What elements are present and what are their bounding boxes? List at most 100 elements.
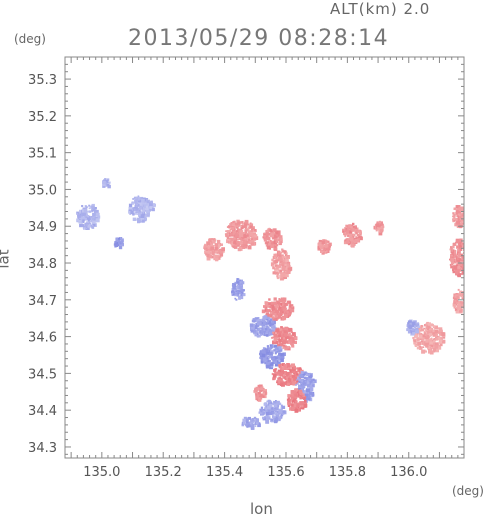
echo-cell: [350, 228, 353, 231]
echo-cell: [79, 209, 82, 213]
echo-cell: [241, 244, 244, 247]
echo-cell: [323, 250, 328, 254]
echo-cell: [272, 340, 276, 345]
echo-cell: [280, 269, 283, 273]
echo-cell: [462, 242, 464, 245]
echo-cell: [248, 416, 251, 420]
echo-cell: [276, 357, 280, 360]
echo-cell: [252, 232, 256, 236]
echo-cell: [276, 338, 280, 341]
echo-cell: [142, 211, 145, 214]
echo-cell: [81, 205, 84, 208]
echo-cell: [426, 334, 430, 339]
echo-cell: [234, 293, 238, 297]
echo-cell: [280, 343, 284, 347]
echo-cell: [462, 271, 464, 274]
echo-cell: [452, 264, 455, 267]
echo-cell: [264, 322, 268, 326]
echo-cell: [296, 378, 300, 382]
echo-cell: [270, 230, 273, 233]
echo-cell: [276, 380, 278, 382]
echo-cell: [358, 235, 362, 240]
echo-cell: [279, 271, 282, 274]
echo-cell: [430, 344, 434, 348]
echo-cell: [270, 418, 273, 421]
echo-cell: [435, 334, 438, 337]
echo-cell: [271, 372, 274, 376]
echo-cell: [270, 325, 275, 329]
echo-cell: [350, 243, 354, 247]
echo-cell: [280, 302, 283, 305]
echo-cell: [467, 258, 469, 260]
echo-cell: [277, 355, 280, 358]
echo-cell: [272, 411, 275, 414]
echo-cell: [246, 425, 249, 428]
echo-cell: [273, 309, 277, 312]
echo-cell: [233, 237, 236, 240]
echo-cell: [232, 224, 237, 228]
echo-cell: [261, 309, 266, 314]
echo-cell: [458, 247, 462, 251]
echo-cell: [132, 213, 135, 216]
echo-cell: [256, 394, 261, 398]
echo-cell: [247, 245, 252, 250]
echo-cell: [273, 246, 278, 250]
echo-cell: [287, 341, 290, 344]
echo-cell: [456, 255, 460, 259]
echo-cell: [311, 384, 314, 387]
echo-cell: [230, 237, 234, 242]
echo-cell: [239, 233, 244, 238]
echo-cell: [86, 215, 90, 218]
echo-cell: [345, 232, 348, 236]
echo-cell: [283, 364, 286, 367]
echo-cell: [457, 307, 461, 311]
echo-cell: [90, 224, 93, 227]
echo-cell: [291, 399, 294, 403]
echo-cell: [275, 266, 279, 270]
echo-cell: [281, 266, 286, 271]
echo-cell: [283, 333, 287, 337]
echo-cell: [287, 399, 290, 403]
echo-cell: [235, 230, 238, 233]
datetime-title: 2013/05/29 08:28:14: [128, 26, 390, 51]
echo-cell: [298, 406, 300, 409]
x-tick-label: 135.6: [267, 465, 304, 480]
echo-cell: [351, 225, 355, 230]
echo-cell: [251, 239, 255, 244]
echo-cell: [281, 333, 283, 335]
echo-cell: [269, 403, 273, 408]
echo-cell: [236, 278, 239, 281]
echo-cell: [140, 214, 145, 218]
echo-cell: [270, 347, 273, 350]
echo-cell: [278, 382, 281, 384]
echo-cell: [205, 253, 208, 256]
echo-cell: [457, 273, 461, 278]
altitude-label: ALT(km) 2.0: [330, 0, 431, 18]
echo-cell: [460, 307, 462, 309]
echo-cell: [287, 372, 292, 377]
echo-patch: [271, 326, 298, 351]
x-tick-label: 136.0: [390, 465, 427, 480]
echo-cell: [277, 377, 280, 380]
echo-cell: [453, 297, 457, 300]
echo-cell: [433, 338, 436, 340]
echo-cell: [247, 240, 251, 244]
echo-cell: [215, 258, 219, 262]
echo-cell: [237, 238, 239, 241]
echo-cell: [136, 217, 140, 221]
echo-cell: [92, 220, 96, 224]
echo-cell: [288, 327, 293, 332]
echo-cell: [276, 313, 279, 316]
echo-cell: [264, 347, 267, 350]
echo-cell: [257, 333, 259, 335]
echo-cell: [131, 201, 134, 204]
echo-cell: [233, 286, 236, 290]
echo-cell: [257, 387, 260, 390]
echo-cell: [465, 249, 468, 252]
echo-cell: [280, 356, 283, 359]
echo-cell: [279, 380, 282, 383]
echo-cell: [266, 412, 270, 416]
echo-cell: [288, 307, 292, 311]
echo-cell: [278, 365, 282, 369]
echo-cell: [348, 240, 351, 243]
